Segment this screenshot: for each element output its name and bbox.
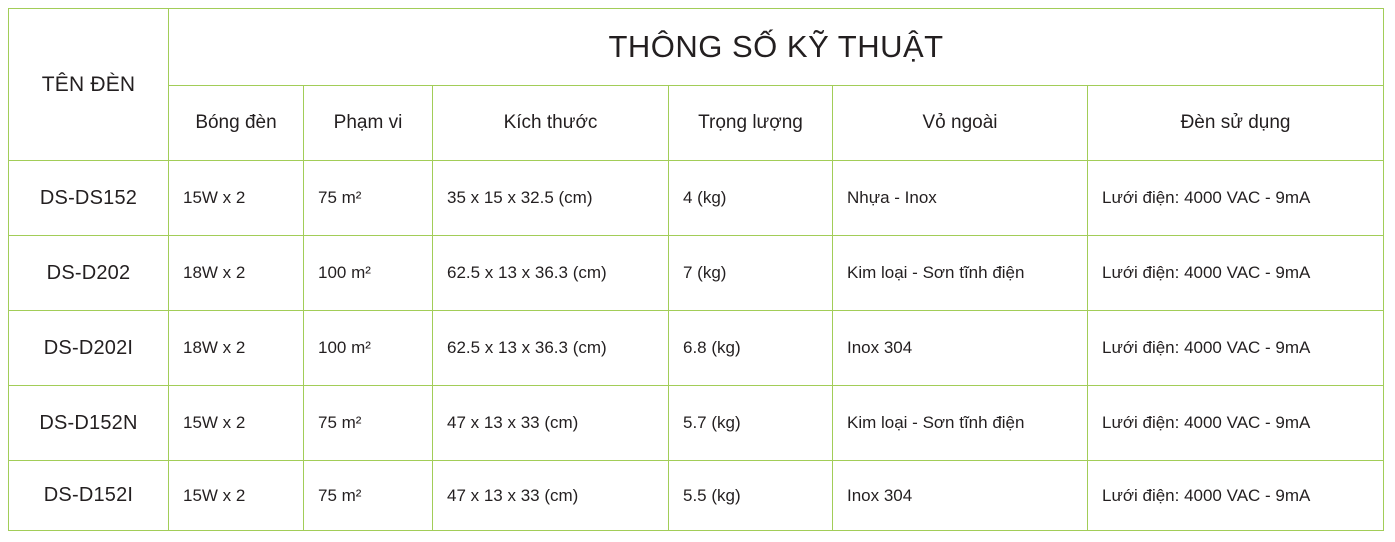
cell-lamp-name: DS-D152I bbox=[8, 460, 169, 531]
cell-weight: 5.5 (kg) bbox=[668, 460, 833, 531]
column-header-lamp-name: TÊN ĐÈN bbox=[8, 8, 169, 161]
specification-table: TÊN ĐÈN THÔNG SỐ KỸ THUẬT Bóng đèn Phạm … bbox=[8, 8, 1385, 531]
cell-shell: Inox 304 bbox=[832, 310, 1088, 386]
cell-range: 75 m² bbox=[303, 460, 433, 531]
cell-shell: Nhựa - Inox bbox=[832, 160, 1088, 236]
cell-bulb: 18W x 2 bbox=[168, 310, 304, 386]
cell-power-usage: Lưới điện: 4000 VAC - 9mA bbox=[1086, 310, 1385, 386]
cell-shell: Kim loại - Sơn tĩnh điện bbox=[832, 235, 1088, 311]
table-row: DS-D202 18W x 2 100 m² 62.5 x 13 x 36.3 … bbox=[8, 235, 1385, 311]
cell-lamp-name: DS-D202 bbox=[8, 235, 169, 311]
cell-weight: 4 (kg) bbox=[668, 160, 833, 236]
cell-range: 75 m² bbox=[303, 385, 433, 461]
cell-power-usage: Lưới điện: 4000 VAC - 9mA bbox=[1086, 235, 1385, 311]
column-header-power-usage: Đèn sử dụng bbox=[1086, 85, 1385, 161]
cell-weight: 7 (kg) bbox=[668, 235, 833, 311]
table-row: DS-DS152 15W x 2 75 m² 35 x 15 x 32.5 (c… bbox=[8, 160, 1385, 236]
cell-range: 100 m² bbox=[303, 310, 433, 386]
cell-dimensions: 47 x 13 x 33 (cm) bbox=[432, 460, 669, 531]
header-row-subcolumns: Bóng đèn Phạm vi Kích thước Trọng lượng … bbox=[9, 85, 1385, 161]
specification-table-container: TÊN ĐÈN THÔNG SỐ KỸ THUẬT Bóng đèn Phạm … bbox=[8, 8, 1385, 531]
header-row-group: TÊN ĐÈN THÔNG SỐ KỸ THUẬT bbox=[8, 8, 1385, 161]
cell-power-usage: Lưới điện: 4000 VAC - 9mA bbox=[1086, 385, 1385, 461]
column-header-weight: Trọng lượng bbox=[668, 85, 833, 161]
cell-dimensions: 62.5 x 13 x 36.3 (cm) bbox=[432, 310, 669, 386]
cell-bulb: 15W x 2 bbox=[168, 460, 304, 531]
cell-range: 100 m² bbox=[303, 235, 433, 311]
table-row: DS-D202I 18W x 2 100 m² 62.5 x 13 x 36.3… bbox=[8, 310, 1385, 386]
cell-bulb: 15W x 2 bbox=[168, 385, 304, 461]
cell-weight: 6.8 (kg) bbox=[668, 310, 833, 386]
column-header-dimensions: Kích thước bbox=[432, 85, 669, 161]
cell-dimensions: 62.5 x 13 x 36.3 (cm) bbox=[432, 235, 669, 311]
cell-range: 75 m² bbox=[303, 160, 433, 236]
cell-lamp-name: DS-D152N bbox=[8, 385, 169, 461]
table-row: DS-D152I 15W x 2 75 m² 47 x 13 x 33 (cm)… bbox=[8, 460, 1385, 531]
table-header: TÊN ĐÈN THÔNG SỐ KỸ THUẬT Bóng đèn Phạm … bbox=[8, 8, 1385, 161]
table-body: DS-DS152 15W x 2 75 m² 35 x 15 x 32.5 (c… bbox=[8, 160, 1385, 531]
cell-power-usage: Lưới điện: 4000 VAC - 9mA bbox=[1086, 160, 1385, 236]
column-header-bulb: Bóng đèn bbox=[168, 85, 304, 161]
cell-dimensions: 47 x 13 x 33 (cm) bbox=[432, 385, 669, 461]
cell-bulb: 15W x 2 bbox=[168, 160, 304, 236]
cell-lamp-name: DS-D202I bbox=[8, 310, 169, 386]
cell-bulb: 18W x 2 bbox=[168, 235, 304, 311]
cell-lamp-name: DS-DS152 bbox=[8, 160, 169, 236]
cell-weight: 5.7 (kg) bbox=[668, 385, 833, 461]
cell-shell: Inox 304 bbox=[832, 460, 1088, 531]
group-header-specifications: THÔNG SỐ KỸ THUẬT bbox=[167, 8, 1385, 86]
cell-power-usage: Lưới điện: 4000 VAC - 9mA bbox=[1086, 460, 1385, 531]
cell-dimensions: 35 x 15 x 32.5 (cm) bbox=[432, 160, 669, 236]
cell-shell: Kim loại - Sơn tĩnh điện bbox=[832, 385, 1088, 461]
column-header-shell: Vỏ ngoài bbox=[832, 85, 1088, 161]
table-row: DS-D152N 15W x 2 75 m² 47 x 13 x 33 (cm)… bbox=[8, 385, 1385, 461]
column-header-range: Phạm vi bbox=[303, 85, 433, 161]
